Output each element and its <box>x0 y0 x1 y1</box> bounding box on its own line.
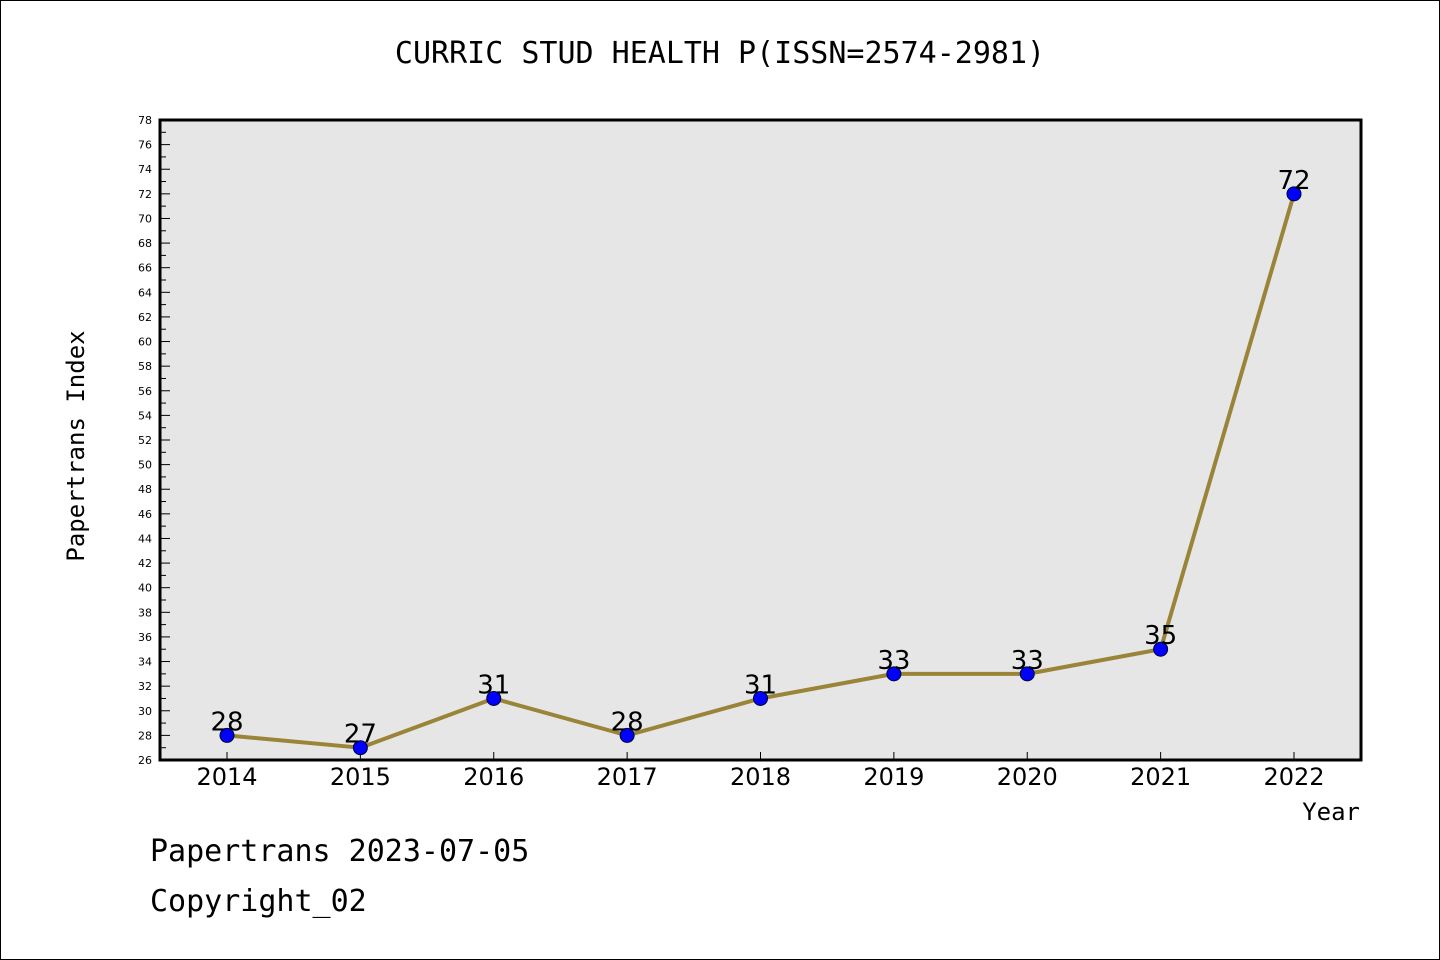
chart-title: CURRIC STUD HEALTH P(ISSN=2574-2981) <box>394 36 1046 71</box>
y-tick-label: 34 <box>138 656 152 669</box>
y-tick-label: 76 <box>138 139 152 152</box>
x-tick-label: 2021 <box>1130 763 1191 791</box>
footer-copyright: Copyright_02 <box>150 884 367 919</box>
x-tick-label: 2019 <box>863 763 924 791</box>
x-tick-label: 2018 <box>730 763 791 791</box>
footer-date: Papertrans 2023-07-05 <box>150 834 530 869</box>
y-tick-label: 42 <box>138 557 152 570</box>
x-tick-label: 2022 <box>1263 763 1324 791</box>
y-tick-label: 26 <box>138 754 152 767</box>
x-tick-label: 2015 <box>330 763 391 791</box>
plot-area <box>160 120 1361 760</box>
y-tick-label: 48 <box>138 483 152 496</box>
data-point <box>886 666 902 682</box>
x-tick-label: 2020 <box>997 763 1058 791</box>
y-tick-label: 54 <box>138 409 152 422</box>
x-tick-label: 2017 <box>597 763 658 791</box>
data-point <box>619 727 635 743</box>
y-tick-label: 62 <box>138 311 152 324</box>
y-tick-label: 68 <box>138 237 152 250</box>
y-tick-label: 78 <box>138 114 152 127</box>
data-label: 35 <box>1144 621 1177 651</box>
data-point <box>753 690 768 706</box>
y-tick-label: 46 <box>138 508 152 521</box>
data-label: 28 <box>611 707 644 737</box>
x-tick-label: 2014 <box>196 763 257 791</box>
data-label: 33 <box>1011 646 1044 676</box>
data-point <box>219 727 235 743</box>
y-tick-label: 52 <box>138 434 152 447</box>
y-tick-label: 40 <box>138 582 152 595</box>
y-tick-label: 28 <box>138 729 152 742</box>
data-label: 33 <box>877 646 910 676</box>
y-tick-label: 50 <box>138 459 152 472</box>
data-point <box>1153 641 1169 657</box>
y-tick-label: 56 <box>138 385 152 398</box>
data-point <box>486 690 502 706</box>
y-tick-label: 74 <box>138 163 152 176</box>
y-tick-label: 66 <box>138 262 152 275</box>
data-label: 31 <box>477 670 510 700</box>
y-tick-label: 36 <box>138 631 152 644</box>
y-tick-label: 58 <box>138 360 152 373</box>
data-point <box>1286 186 1302 202</box>
data-point <box>352 740 368 756</box>
plot-border <box>158 118 1363 762</box>
y-tick-label: 32 <box>138 680 152 693</box>
data-point <box>1019 666 1035 682</box>
x-tick-label: 2016 <box>463 763 524 791</box>
y-tick-label: 64 <box>138 286 152 299</box>
y-tick-label: 44 <box>138 532 152 545</box>
x-axis-label: Year <box>1302 798 1360 826</box>
data-label: 28 <box>210 707 243 737</box>
data-label: 27 <box>344 720 377 750</box>
y-tick-label: 70 <box>138 212 152 225</box>
y-tick-label: 60 <box>138 336 152 349</box>
data-label: 72 <box>1277 166 1310 196</box>
data-label: 31 <box>744 670 777 700</box>
y-tick-label: 38 <box>138 606 152 619</box>
y-tick-label: 72 <box>138 188 152 201</box>
y-tick-label: 30 <box>138 705 152 718</box>
